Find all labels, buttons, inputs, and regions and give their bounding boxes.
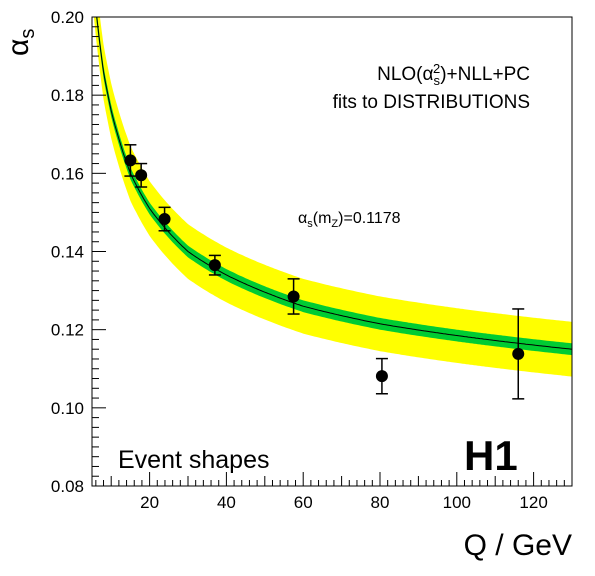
- data-marker: [512, 347, 525, 360]
- fit-label-line1: NLO(αs2)+NLL+PC: [377, 61, 530, 88]
- data-marker: [375, 370, 388, 383]
- y-tick-label: 0.10: [51, 399, 84, 418]
- data-point-2: [135, 162, 148, 188]
- data-marker: [208, 259, 221, 272]
- y-tick-label: 0.16: [51, 164, 84, 183]
- data-marker: [124, 154, 137, 167]
- fit-bands: [93, 17, 572, 377]
- fit-curve-layer: [96, 17, 572, 350]
- outer-uncertainty-band: [93, 17, 572, 377]
- fit-label-line2: fits to DISTRIBUTIONS: [333, 92, 530, 113]
- data-point-1: [124, 144, 137, 177]
- event-shapes-label: Event shapes: [118, 446, 270, 474]
- y-tick-label: 0.18: [51, 86, 84, 105]
- x-tick-label: 40: [217, 493, 236, 512]
- data-point-5: [287, 278, 300, 315]
- data-marker: [158, 213, 171, 226]
- y-tick-label: 0.12: [51, 321, 84, 340]
- axes: 20 40 60 80 100 120 0.08 0.10 0.12 0.14 0.16 0.18 0.…: [51, 8, 565, 512]
- data-points: [124, 144, 525, 400]
- y-tick-label: 0.14: [51, 243, 84, 262]
- data-point-7: [512, 308, 525, 400]
- data-marker: [287, 290, 300, 303]
- x-tick-label: 60: [294, 493, 313, 512]
- data-marker: [135, 169, 148, 182]
- data-point-4: [208, 254, 221, 276]
- y-tick-label: 0.20: [51, 8, 84, 27]
- y-tick-label: 0.08: [51, 477, 84, 496]
- data-point-6: [375, 357, 388, 395]
- x-tick-label: 80: [371, 493, 390, 512]
- x-tick-label: 100: [443, 493, 471, 512]
- x-axis-title: Q / GeV: [464, 529, 572, 562]
- fit-curve: [96, 17, 572, 350]
- x-tick-label: 20: [140, 493, 159, 512]
- data-point-3: [158, 206, 171, 232]
- alpha-value-label: αs(mZ)=0.1178: [298, 210, 401, 230]
- x-tick-label: 120: [519, 493, 547, 512]
- y-axis-title: αs: [2, 29, 39, 56]
- h1-label: H1: [464, 432, 518, 479]
